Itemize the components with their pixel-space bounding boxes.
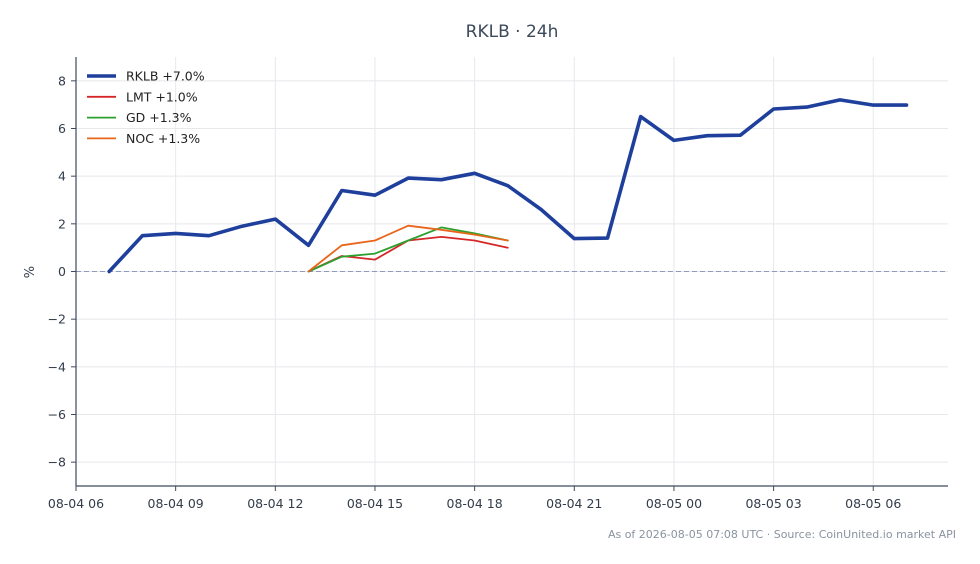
legend-label-gd: GD +1.3% <box>126 110 192 125</box>
legend-label-rklb: RKLB +7.0% <box>126 69 205 84</box>
legend-label-lmt: LMT +1.0% <box>126 89 198 104</box>
y-tick-label: 8 <box>58 73 66 88</box>
x-tick-label: 08-05 03 <box>745 496 801 511</box>
legend: RKLB +7.0% LMT +1.0% GD +1.3% NOC +1.3% <box>87 69 205 146</box>
x-tick-label: 08-04 06 <box>48 496 104 511</box>
y-tick-label: 6 <box>58 121 66 136</box>
x-tick-label: 08-04 18 <box>447 496 503 511</box>
series-line-rklb <box>107 98 909 274</box>
y-axis-label: % <box>23 266 38 278</box>
x-tick-label: 08-04 09 <box>148 496 204 511</box>
axes <box>71 57 948 491</box>
chart-title: RKLB · 24h <box>466 22 559 42</box>
y-tick-label: −2 <box>48 312 66 327</box>
source-footer: As of 2026-08-05 07:08 UTC · Source: Coi… <box>608 528 956 541</box>
series-line-lmt <box>307 235 509 273</box>
x-tick-label: 08-04 21 <box>546 496 602 511</box>
x-tick-label: 08-05 00 <box>646 496 702 511</box>
series-line-noc <box>307 224 509 273</box>
y-tick-label: −6 <box>48 407 66 422</box>
x-tick-label: 08-05 06 <box>845 496 901 511</box>
y-tick-label: 2 <box>58 216 66 231</box>
x-tick-label: 08-04 12 <box>247 496 303 511</box>
tick-labels: 08-04 06 08-04 09 08-04 12 08-04 15 08-04 18… <box>48 73 902 511</box>
legend-label-noc: NOC +1.3% <box>126 131 200 146</box>
series-lines <box>107 98 909 274</box>
series-line-gd <box>307 226 509 273</box>
y-tick-label: 0 <box>58 264 66 279</box>
x-tick-label: 08-04 15 <box>347 496 403 511</box>
y-tick-label: −4 <box>48 359 66 374</box>
y-tick-label: 4 <box>58 169 66 184</box>
y-tick-label: −8 <box>48 455 66 470</box>
